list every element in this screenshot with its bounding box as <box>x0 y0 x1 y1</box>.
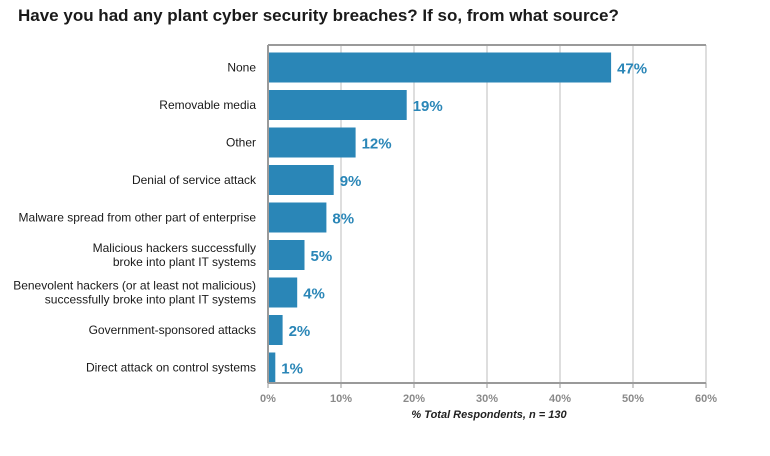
bar <box>268 165 334 195</box>
value-label: 47% <box>617 61 647 78</box>
x-tick-label: 50% <box>622 393 644 405</box>
value-label: 12% <box>362 136 392 153</box>
labels: 0% 10% 20% 30% 40% 50% 60% None 47% Removable med… <box>13 61 717 406</box>
x-tick-label: 40% <box>549 393 571 405</box>
value-label: 19% <box>413 98 443 115</box>
x-axis-title: % Total Respondents, n = 130 <box>411 409 567 421</box>
category-label: None <box>227 61 256 75</box>
chart-title: Have you had any plant cyber security br… <box>18 6 619 25</box>
bar <box>268 352 276 383</box>
bar <box>268 240 305 270</box>
bar <box>268 90 407 120</box>
bar <box>268 52 612 83</box>
value-label: 9% <box>340 173 362 190</box>
bar <box>268 315 283 345</box>
category-label: Malware spread from other part of enterp… <box>19 211 257 225</box>
value-label: 2% <box>289 323 311 340</box>
bar <box>268 202 327 233</box>
value-label: 1% <box>281 361 303 378</box>
x-tick-label: 60% <box>695 393 717 405</box>
category-label: Direct attack on control systems <box>86 361 256 375</box>
x-tick-label: 10% <box>330 393 352 405</box>
category-label: Government-sponsored attacks <box>89 323 256 337</box>
x-tick-label: 20% <box>403 393 425 405</box>
x-tick-label: 0% <box>260 393 276 405</box>
bars <box>268 52 612 383</box>
category-label: Benevolent hackers (or at least not mali… <box>13 279 256 307</box>
value-label: 5% <box>311 248 333 265</box>
axes <box>267 44 707 388</box>
gridlines <box>340 45 707 383</box>
bar <box>268 277 298 308</box>
bar <box>268 127 356 158</box>
x-tick-label: 30% <box>476 393 498 405</box>
category-label: Malicious hackers successfully broke into… <box>93 241 256 269</box>
category-label: Removable media <box>159 98 256 112</box>
value-label: 4% <box>303 286 325 303</box>
value-label: 8% <box>332 211 354 228</box>
category-label: Denial of service attack <box>132 173 257 187</box>
category-label: Other <box>226 136 256 150</box>
